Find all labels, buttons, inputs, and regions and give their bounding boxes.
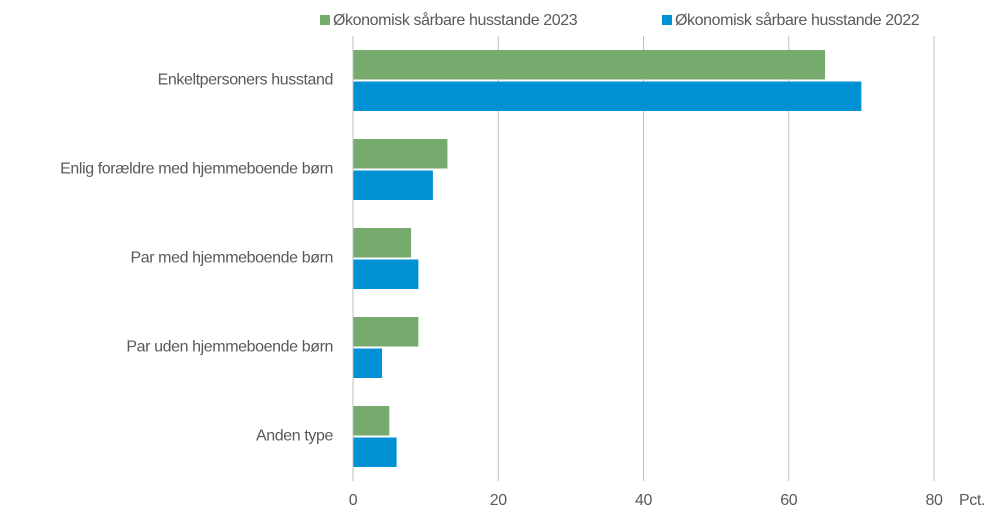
x-axis-label: Pct. [959,492,985,509]
x-tick-label: 0 [349,492,358,509]
legend-label: Økonomisk sårbare husstande 2023 [333,11,578,29]
bar [353,170,433,200]
y-tick-label: Enkeltpersoners husstand [158,72,333,89]
bar [353,317,419,347]
x-tick-label: 40 [635,492,652,509]
bar [353,348,383,378]
y-tick-label: Anden type [256,428,333,445]
bar [353,437,397,467]
legend-swatch [662,15,672,25]
bar [353,259,419,289]
bar [353,81,862,111]
x-tick-label: 80 [926,492,943,509]
bar [353,228,412,258]
legend-label: Økonomisk sårbare husstande 2022 [675,11,920,29]
bar [353,139,448,169]
x-tick-label: 60 [780,492,797,509]
y-tick-label: Par uden hjemmeboende børn [126,339,333,356]
bar [353,406,390,436]
y-tick-label: Par med hjemmeboende børn [130,250,333,267]
y-tick-label: Enlig forældre med hjemmeboende børn [60,161,333,178]
bar [353,50,826,80]
x-tick-label: 20 [490,492,507,509]
legend-swatch [320,15,330,25]
